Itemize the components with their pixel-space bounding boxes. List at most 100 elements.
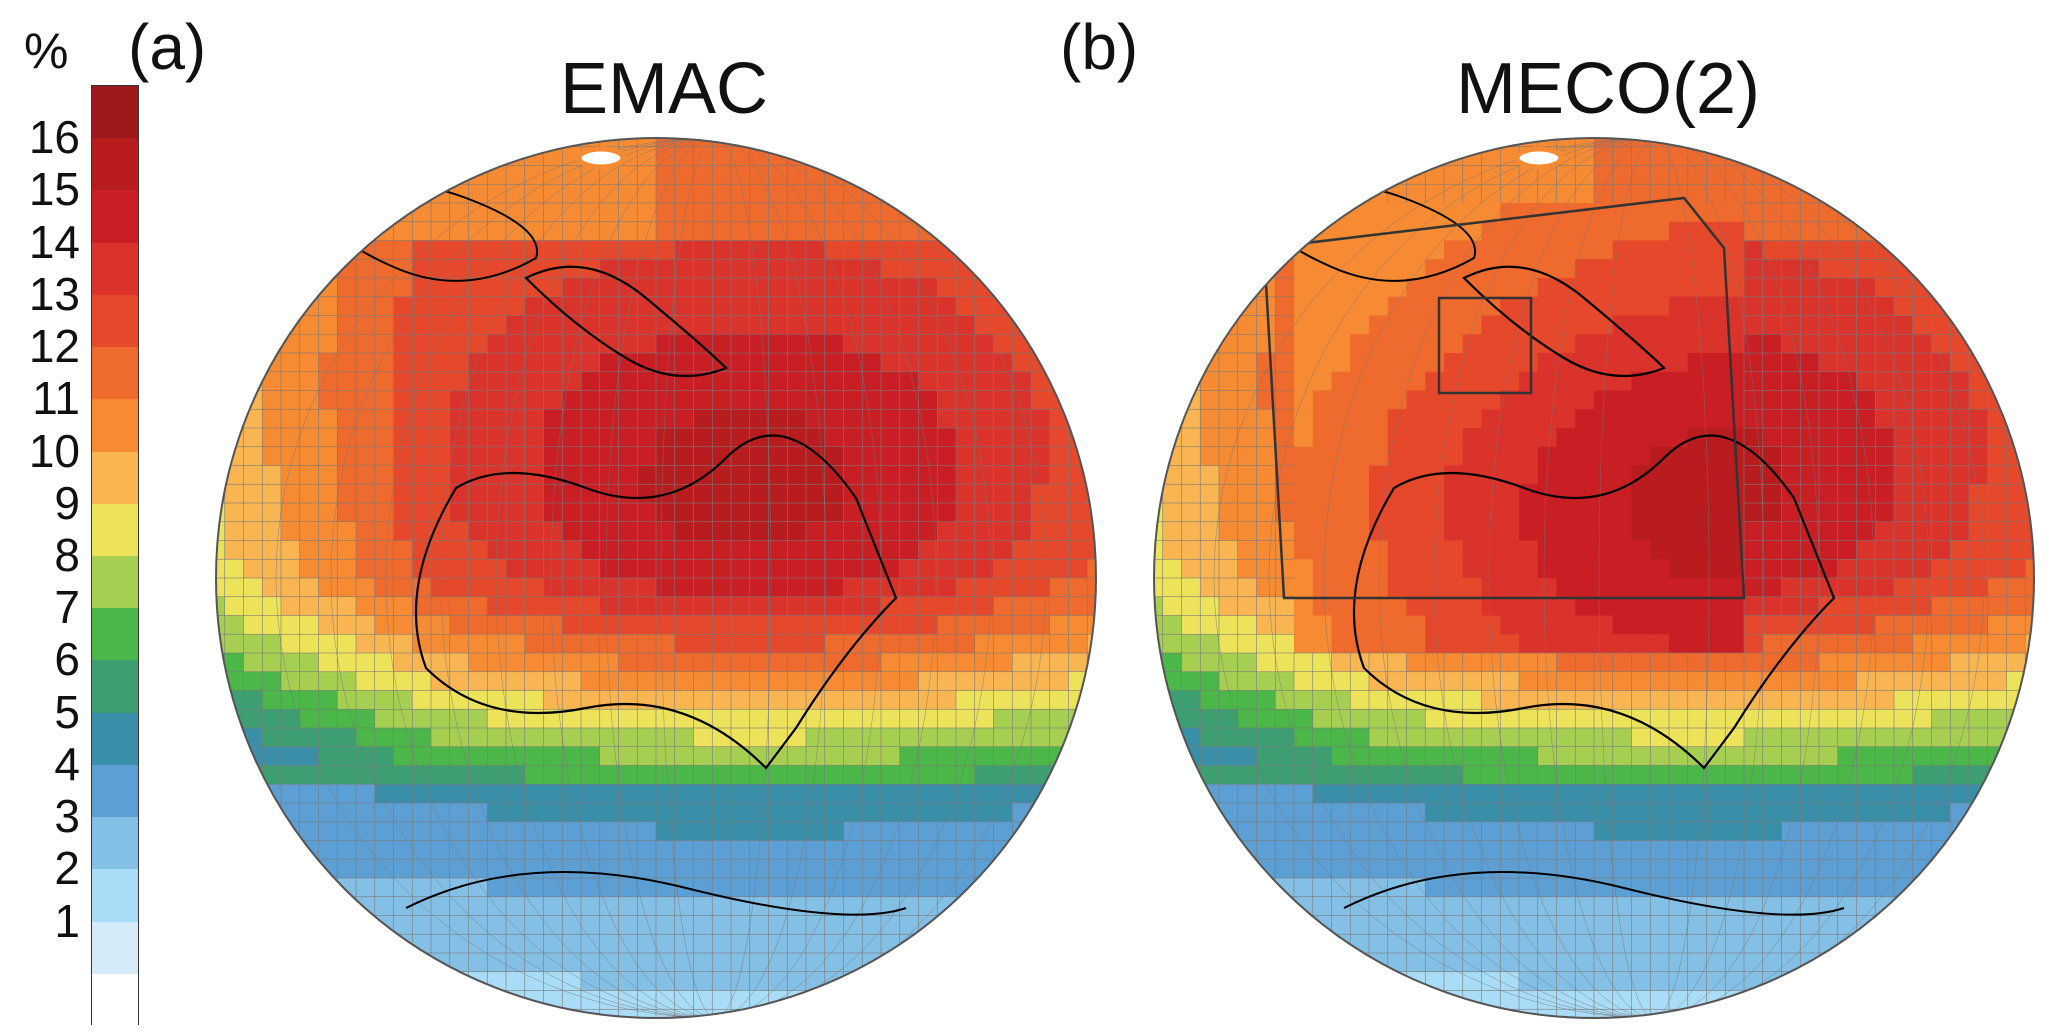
grid-cell <box>655 652 676 673</box>
grid-cell <box>1068 258 1089 279</box>
grid-cell <box>468 840 489 861</box>
grid-cell <box>1837 427 1858 448</box>
grid-cell <box>1931 990 1952 1011</box>
grid-cell <box>430 896 451 917</box>
grid-cell <box>1237 596 1258 617</box>
grid-cell <box>899 952 920 973</box>
grid-cell <box>430 708 451 729</box>
grid-cell <box>468 765 489 786</box>
grid-cell <box>655 427 676 448</box>
grid-cell <box>1086 690 1096 711</box>
grid-cell <box>430 427 451 448</box>
colorbar-tick-label: 6 <box>54 633 80 686</box>
grid-cell <box>1725 390 1745 410</box>
grid-cell <box>1799 783 1820 804</box>
grid-cell <box>411 165 432 186</box>
grid-cell <box>1481 138 1502 148</box>
grid-cell <box>1462 203 1483 223</box>
grid-cell <box>336 146 357 167</box>
grid-cell <box>636 858 657 879</box>
grid-cell <box>1237 138 1258 148</box>
grid-cell <box>1443 933 1464 954</box>
grid-cell <box>1724 652 1745 673</box>
grid-cell <box>1556 503 1576 523</box>
grid-cell <box>1649 165 1670 186</box>
grid-cell <box>749 277 770 298</box>
grid-cell <box>1987 138 2008 148</box>
grid-cell <box>318 690 339 711</box>
grid-cell <box>1312 428 1333 448</box>
grid-cell <box>1762 558 1783 579</box>
grid-cell <box>468 483 489 504</box>
grid-cell <box>599 240 620 261</box>
grid-cell <box>411 427 432 448</box>
grid-cell <box>918 802 939 823</box>
grid-cell <box>1574 858 1595 879</box>
grid-cell <box>618 727 639 748</box>
grid-cell <box>1818 165 1839 186</box>
grid-cell <box>1968 727 1989 748</box>
grid-cell <box>1669 503 1689 523</box>
grid-cell <box>1912 258 1933 279</box>
grid-cell <box>786 165 807 186</box>
grid-cell <box>1162 746 1183 767</box>
grid-cell <box>786 465 807 486</box>
grid-cell <box>2006 652 2027 673</box>
grid-cell <box>918 896 939 917</box>
grid-cell <box>2024 840 2034 861</box>
grid-cell <box>655 802 676 823</box>
grid-cell <box>1462 746 1483 767</box>
grid-cell <box>1893 671 1914 692</box>
grid-cell <box>1556 615 1576 635</box>
grid-cell <box>224 202 245 223</box>
grid-cell <box>1706 1008 1727 1018</box>
grid-cell <box>1799 221 1820 242</box>
grid-cell <box>730 952 751 973</box>
grid-cell <box>1518 802 1539 823</box>
grid-cell <box>1968 952 1989 973</box>
grid-cell <box>1668 165 1689 186</box>
grid-cell <box>1837 877 1858 898</box>
grid-cell <box>243 558 264 579</box>
grid-cell <box>805 221 826 242</box>
grid-cell <box>1444 465 1464 485</box>
grid-cell <box>1949 277 1970 298</box>
grid-cell <box>974 483 995 504</box>
grid-cell <box>1631 802 1652 823</box>
grid-cell <box>1968 765 1989 786</box>
grid-cell <box>1987 333 2008 354</box>
grid-cell <box>1462 371 1483 392</box>
grid-cell <box>1743 783 1764 804</box>
grid-cell <box>993 221 1014 242</box>
grid-cell <box>1987 933 2008 954</box>
grid-cell <box>468 802 489 823</box>
grid-cell <box>486 540 507 561</box>
grid-cell <box>1724 671 1745 692</box>
grid-cell <box>524 783 545 804</box>
grid-cell <box>1387 783 1408 804</box>
grid-cell <box>1086 1008 1096 1018</box>
grid-cell <box>430 371 451 392</box>
grid-cell <box>1162 408 1183 429</box>
grid-cell <box>543 296 564 317</box>
grid-cell <box>486 821 507 842</box>
grid-cell <box>1181 952 1202 973</box>
grid-cell <box>1030 765 1051 786</box>
grid-cell <box>1856 202 1877 223</box>
grid-cell <box>1687 690 1708 711</box>
grid-cell <box>1162 858 1183 879</box>
grid-cell <box>1706 353 1726 373</box>
grid-cell <box>2024 971 2034 992</box>
grid-cell <box>2006 877 2027 898</box>
grid-cell <box>1874 952 1895 973</box>
grid-cell <box>711 708 732 729</box>
grid-cell <box>730 371 751 392</box>
grid-cell <box>1030 165 1051 186</box>
grid-cell <box>1387 708 1408 729</box>
grid-cell <box>336 896 357 917</box>
grid-cell <box>1594 371 1614 392</box>
grid-cell <box>1049 465 1070 486</box>
grid-cell <box>711 633 732 654</box>
grid-cell <box>693 746 714 767</box>
grid-cell <box>1011 896 1032 917</box>
